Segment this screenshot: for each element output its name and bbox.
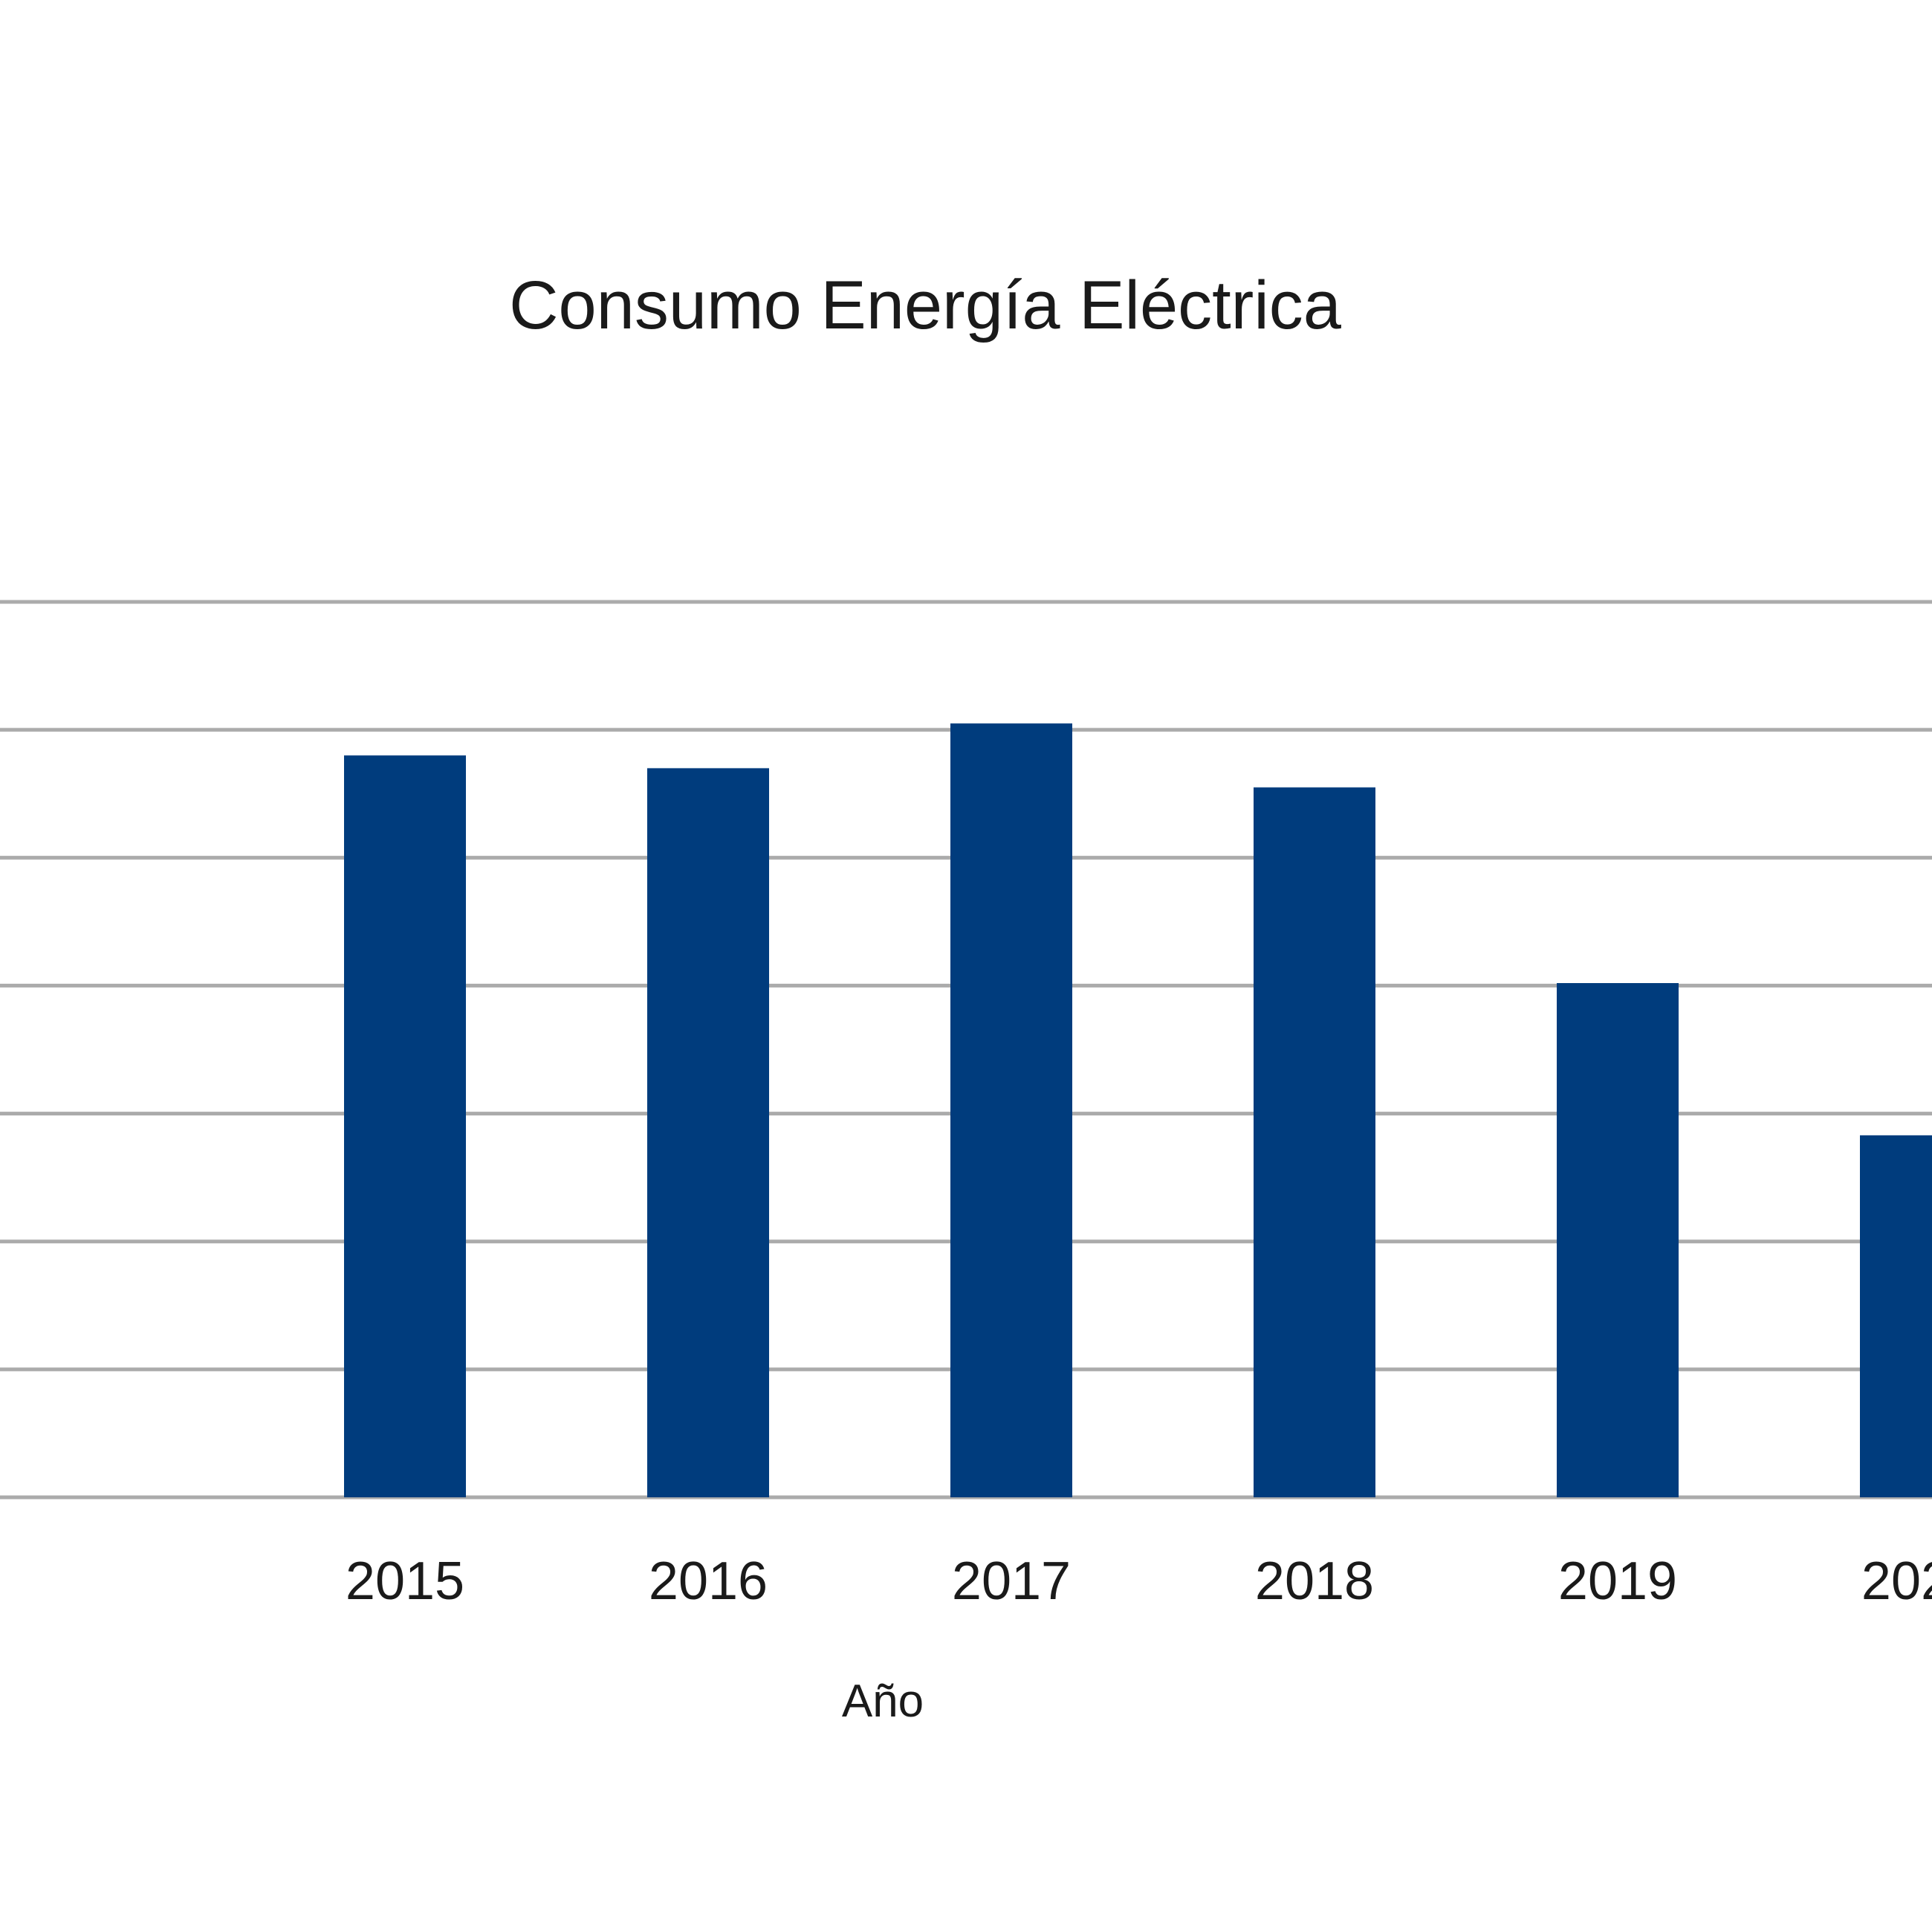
x-tick-label-2019: 2019 bbox=[1558, 1552, 1677, 1611]
x-tick-label-2015: 2015 bbox=[346, 1552, 464, 1611]
x-axis-label: Año bbox=[842, 1676, 924, 1727]
chart-title: Consumo Energía Eléctrica bbox=[509, 268, 1342, 343]
bar-2015 bbox=[344, 755, 466, 1497]
x-tick-label-2020: 2020 bbox=[1861, 1552, 1932, 1611]
bar-2018 bbox=[1254, 787, 1375, 1497]
x-tick-label-2016: 2016 bbox=[649, 1552, 768, 1611]
bar-2017 bbox=[950, 723, 1072, 1498]
bar-2016 bbox=[647, 768, 769, 1497]
x-tick-label-2017: 2017 bbox=[952, 1552, 1071, 1611]
x-tick-label-2018: 2018 bbox=[1255, 1552, 1374, 1611]
bar-2020 bbox=[1860, 1135, 1932, 1497]
bars bbox=[344, 723, 1932, 1498]
x-tick-labels: 2015 2016 2017 2018 2019 2020 bbox=[346, 1552, 1932, 1611]
bar-2019 bbox=[1557, 982, 1679, 1497]
